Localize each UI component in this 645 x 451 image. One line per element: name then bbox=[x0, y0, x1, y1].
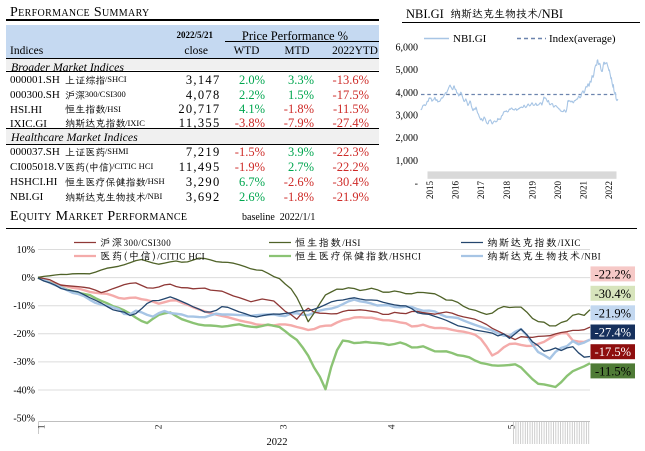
svg-text:/IXIC: /IXIC bbox=[558, 238, 581, 248]
svg-text:/HSHCI: /HSHCI bbox=[389, 251, 421, 261]
svg-text:NBI.GI: NBI.GI bbox=[453, 33, 487, 45]
svg-text:3,000: 3,000 bbox=[396, 111, 419, 122]
svg-text:/NBI: /NBI bbox=[581, 251, 601, 261]
svg-text:-50%: -50% bbox=[13, 413, 35, 424]
svg-text:2015: 2015 bbox=[425, 181, 435, 200]
svg-text:4: 4 bbox=[388, 424, 398, 429]
svg-text:5: 5 bbox=[508, 424, 518, 429]
svg-text:Index(average): Index(average) bbox=[549, 33, 616, 45]
svg-text:-11.5%: -11.5% bbox=[595, 364, 631, 378]
svg-text:-30%: -30% bbox=[13, 357, 35, 368]
svg-text:2021: 2021 bbox=[579, 181, 589, 199]
svg-text:2: 2 bbox=[155, 424, 165, 429]
svg-text:300/CSI300: 300/CSI300 bbox=[124, 238, 172, 248]
svg-text:2022: 2022 bbox=[604, 181, 614, 199]
svg-text:1,000: 1,000 bbox=[396, 156, 419, 167]
svg-text:2018: 2018 bbox=[502, 181, 512, 200]
svg-text:-22.2%: -22.2% bbox=[595, 267, 631, 281]
svg-text:0%: 0% bbox=[22, 273, 35, 284]
svg-text:/CITIC HCI: /CITIC HCI bbox=[157, 251, 205, 261]
svg-text:6,000: 6,000 bbox=[396, 42, 419, 53]
svg-text:-20%: -20% bbox=[13, 329, 35, 340]
svg-text:-27.4%: -27.4% bbox=[595, 326, 631, 340]
svg-text:4,000: 4,000 bbox=[396, 88, 419, 99]
svg-text:-30.4%: -30.4% bbox=[595, 287, 631, 301]
svg-text:1: 1 bbox=[38, 424, 48, 429]
svg-text:2022: 2022 bbox=[267, 437, 288, 448]
svg-text:-10%: -10% bbox=[13, 301, 35, 312]
svg-text:/HSI: /HSI bbox=[342, 238, 361, 248]
svg-text:10%: 10% bbox=[17, 245, 35, 256]
svg-text:2017: 2017 bbox=[476, 181, 486, 200]
svg-text:2020: 2020 bbox=[553, 181, 563, 200]
svg-text:2,000: 2,000 bbox=[396, 133, 419, 144]
svg-text:3: 3 bbox=[280, 424, 290, 429]
svg-text:-: - bbox=[415, 179, 418, 190]
svg-text:5,000: 5,000 bbox=[396, 65, 419, 76]
svg-text:2016: 2016 bbox=[451, 181, 461, 200]
svg-text:-17.5%: -17.5% bbox=[595, 345, 631, 359]
svg-text:-40%: -40% bbox=[13, 385, 35, 396]
svg-text:-21.9%: -21.9% bbox=[595, 306, 631, 320]
svg-text:2019: 2019 bbox=[527, 181, 537, 200]
